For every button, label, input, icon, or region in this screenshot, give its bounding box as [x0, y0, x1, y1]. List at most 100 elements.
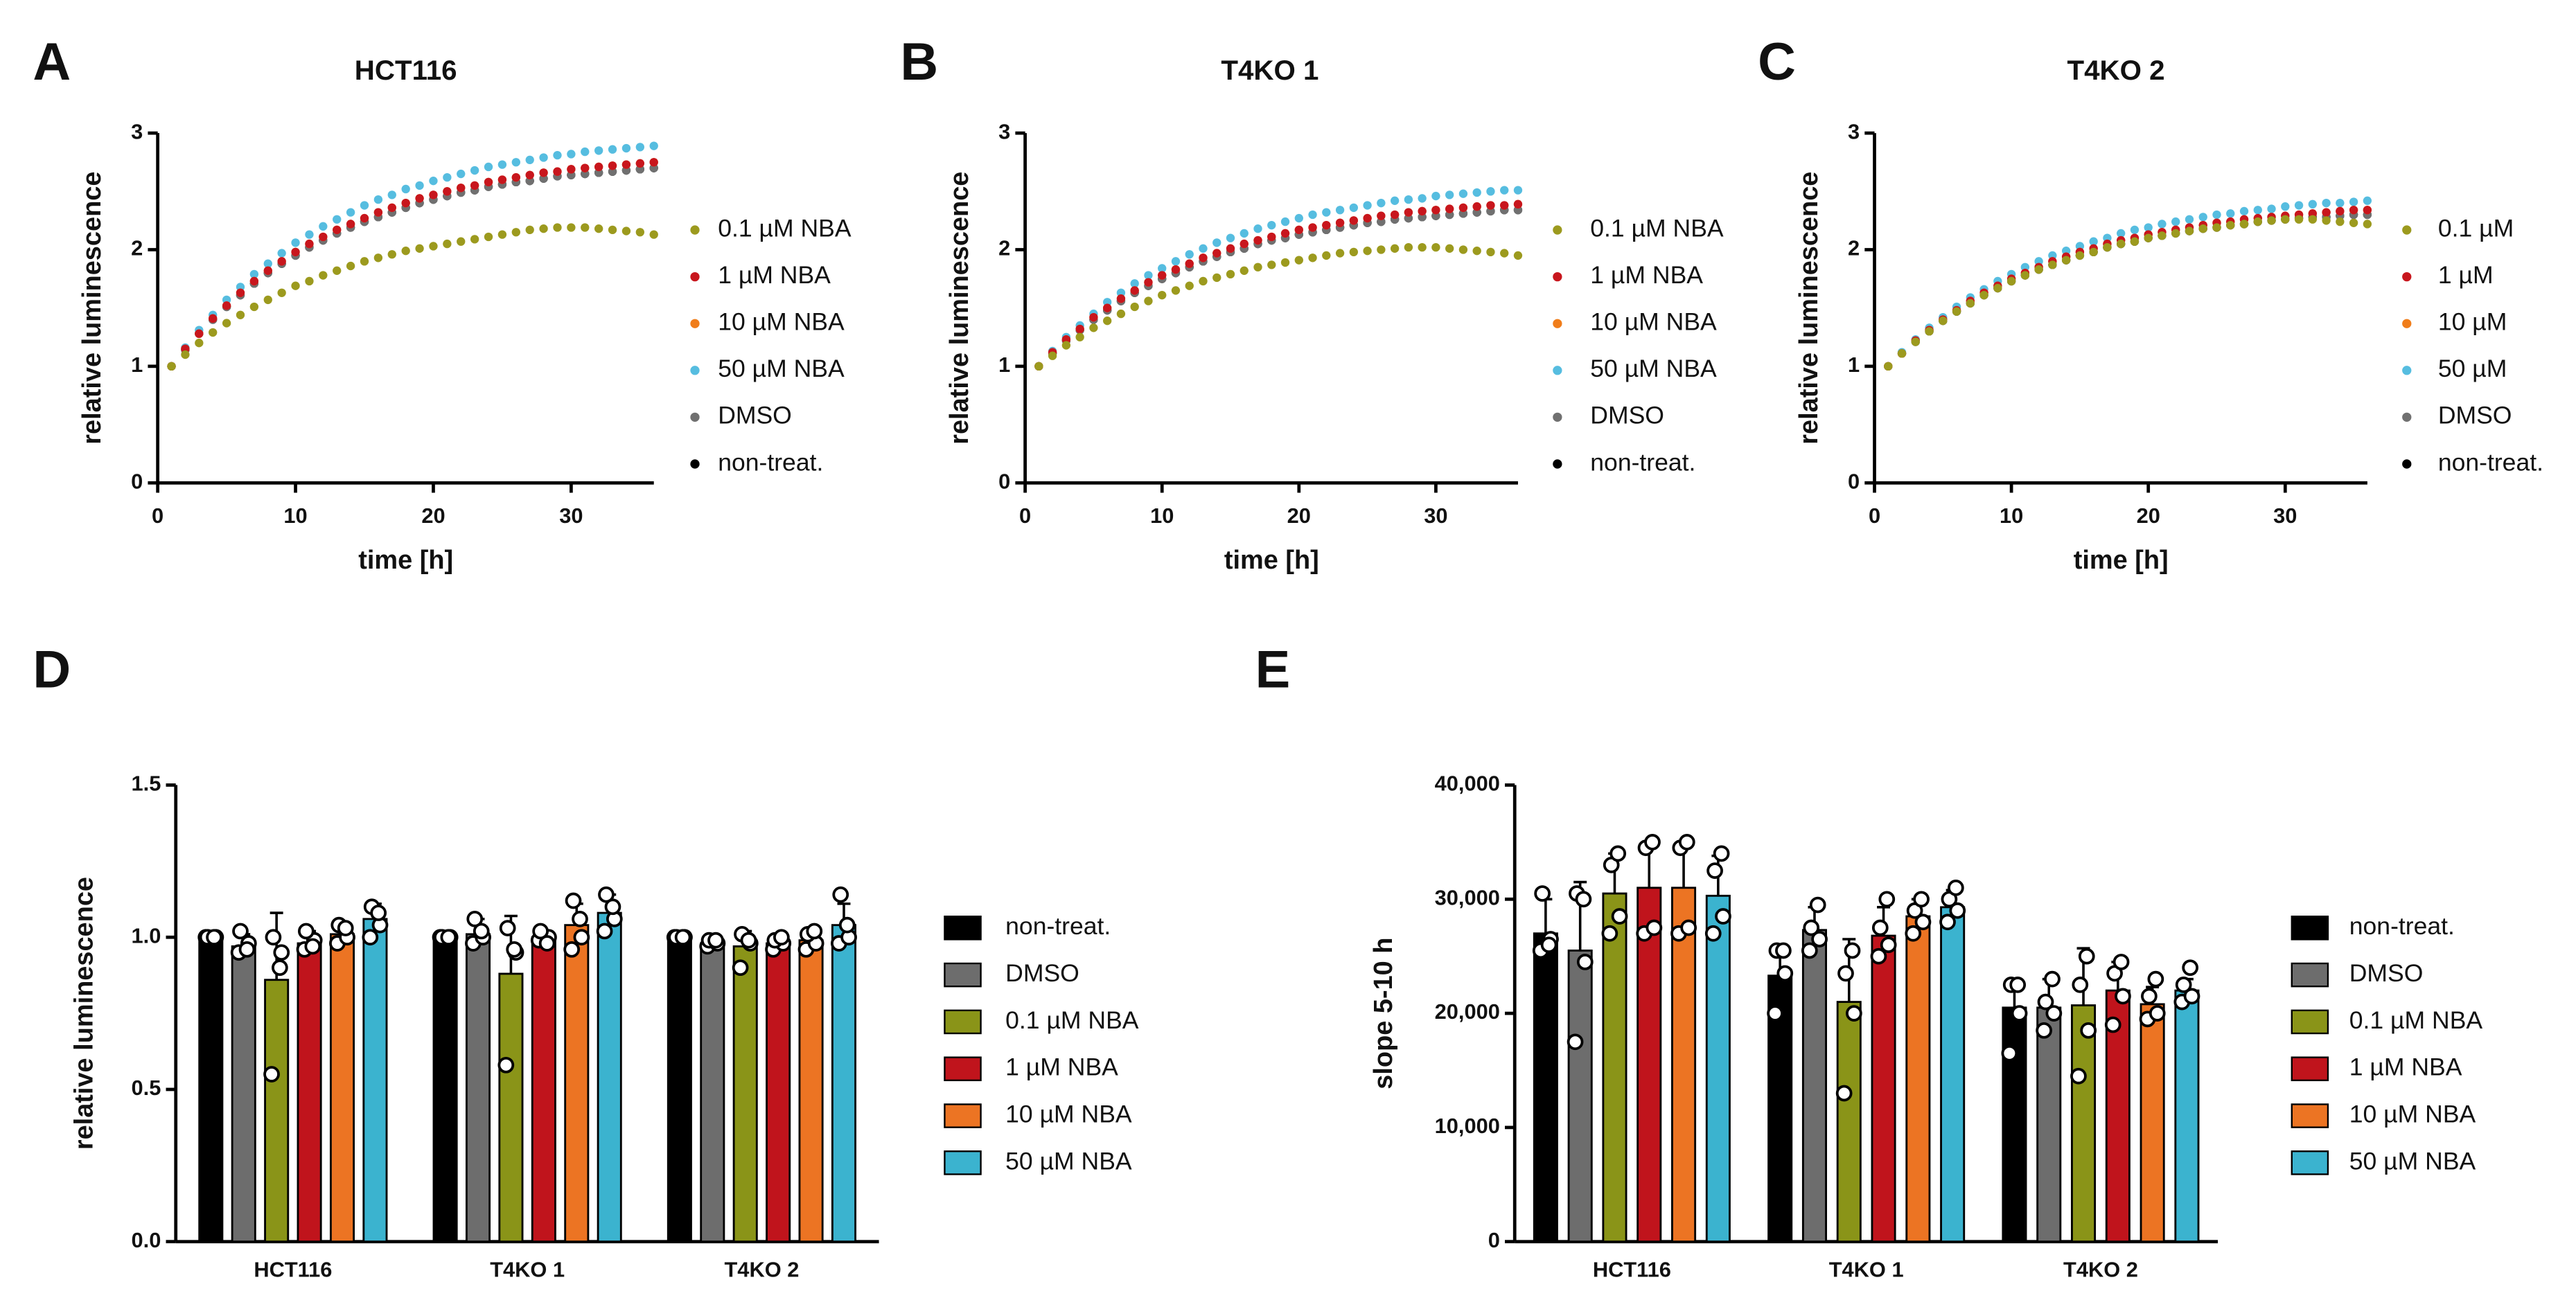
data-point [2226, 220, 2235, 230]
data-point [429, 190, 438, 199]
data-point [621, 226, 631, 235]
data-point [2103, 242, 2112, 252]
legend-label: 50 µM NBA [1005, 1147, 1132, 1175]
data-point [1431, 206, 1440, 215]
x-axis-label: time [h] [358, 546, 453, 575]
data-point [1472, 188, 1481, 197]
replicate-point [297, 923, 315, 940]
legend-marker [2402, 225, 2412, 235]
data-point [1158, 271, 1167, 280]
legend-swatch [2291, 1103, 2329, 1128]
chart-title: HCT116 [355, 55, 457, 86]
legend-swatch [2291, 916, 2329, 941]
data-point [2130, 225, 2140, 235]
bar [2174, 989, 2200, 1243]
replicate-point [565, 892, 582, 909]
data-point [1390, 196, 1400, 205]
data-point [581, 223, 590, 232]
replicate-point [1776, 965, 1794, 982]
data-point [1144, 296, 1153, 305]
bar [1602, 892, 1627, 1243]
data-point [2144, 233, 2153, 242]
replicate-point [572, 911, 588, 927]
data-point [1171, 286, 1181, 295]
data-point [1993, 283, 2002, 293]
replicate-point [2045, 1005, 2063, 1022]
legend-label: 0.1 µM NBA [718, 214, 852, 242]
data-point [1966, 299, 1975, 308]
legend-marker [2402, 271, 2412, 282]
data-point [2336, 206, 2345, 216]
data-point [2363, 196, 2372, 205]
replicate-point [1611, 908, 1628, 925]
data-point [2308, 215, 2317, 224]
data-point [2158, 231, 2167, 240]
data-point [387, 250, 396, 259]
replicate-point [604, 898, 621, 916]
bar [231, 945, 256, 1243]
data-point [2239, 206, 2249, 216]
data-point [484, 232, 493, 242]
bar [1533, 932, 1558, 1243]
data-point [525, 225, 534, 235]
data-point [236, 288, 245, 297]
bar [1940, 906, 1966, 1243]
data-point [415, 194, 424, 203]
data-point [277, 249, 286, 258]
replicate-point [563, 941, 581, 958]
replicate-point [2182, 959, 2199, 977]
data-point [1418, 242, 1427, 252]
data-point [1349, 203, 1359, 213]
data-point [1226, 244, 1235, 253]
replicate-point [473, 923, 490, 940]
data-point [1322, 208, 1331, 217]
y-tick-label: 2 [998, 236, 1010, 260]
data-point [1500, 201, 1509, 210]
data-point [2322, 216, 2331, 225]
data-point [1185, 281, 1194, 290]
y-axis-label: relative luminescence [945, 172, 974, 445]
replicate-point [2036, 1022, 2052, 1039]
replicate-point [1575, 891, 1592, 908]
data-point [2171, 229, 2180, 238]
data-point [1171, 257, 1181, 266]
bar [2002, 1006, 2027, 1243]
bar [1836, 1001, 1862, 1243]
data-point [387, 190, 396, 199]
replicate-point [1949, 902, 1966, 919]
data-point [2198, 224, 2207, 233]
data-point [525, 170, 534, 179]
replicate-point [1835, 1085, 1853, 1102]
data-point [621, 143, 631, 153]
bar [1705, 894, 1731, 1243]
replicate-point [2112, 954, 2130, 970]
data-point [333, 225, 342, 235]
bar [498, 972, 524, 1243]
replicate-point [1948, 879, 1964, 896]
x-tick-label: 20 [2137, 504, 2160, 528]
data-point [401, 247, 410, 256]
bar [1801, 929, 1827, 1243]
bar [198, 936, 224, 1243]
y-tick-label: 1 [131, 353, 143, 377]
y-tick-label: 0.5 [132, 1076, 161, 1100]
x-tick-label: 30 [2273, 504, 2297, 528]
data-point [1335, 249, 1345, 258]
legend-marker [690, 271, 700, 282]
data-point [1404, 208, 1413, 217]
bar [667, 936, 692, 1243]
legend-label: non-treat. [2438, 448, 2543, 476]
data-point [2198, 213, 2207, 222]
bar [362, 918, 388, 1243]
replicate-point [1567, 1033, 1584, 1051]
data-point [1308, 210, 1317, 220]
x-axis-label: time [h] [1224, 546, 1319, 575]
data-point [1267, 260, 1276, 269]
replicate-point [2044, 970, 2061, 988]
bar [1905, 915, 1931, 1243]
data-point [497, 175, 507, 184]
replicate-point [838, 916, 856, 934]
replicate-point [272, 959, 288, 977]
